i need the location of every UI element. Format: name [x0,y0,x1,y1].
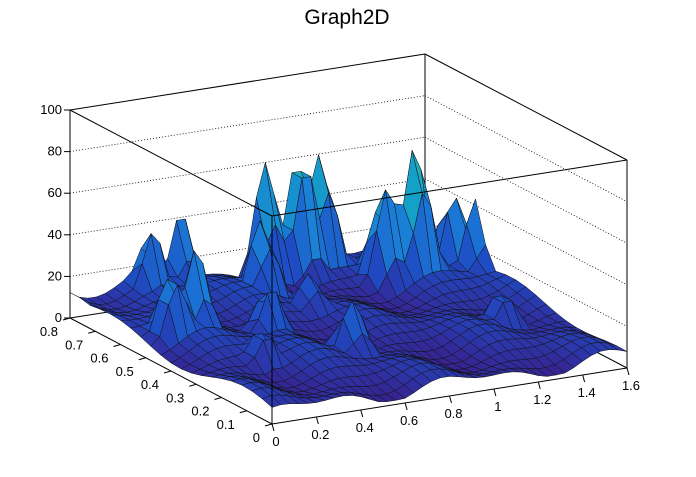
top-left-edge [69,109,273,217]
x-tick-label: 0.2 [311,427,329,442]
y-tick-label: 0.8 [40,324,58,339]
y-tick-label: 0 [253,430,260,445]
y-tick-label: 0.6 [90,351,108,366]
y-tick-label: 0.3 [166,390,184,405]
grid-line [69,136,426,194]
y-tick-mark [239,410,247,414]
y-tick-mark [264,423,273,427]
x-tick-mark [271,423,275,432]
z-tick-label: 100 [40,102,62,117]
grid-line [424,178,628,286]
x-tick-mark [493,388,497,397]
y-tick-mark [62,317,71,321]
x-tick-mark [626,367,630,376]
x-tick-label: 1.2 [533,392,551,407]
y-tick-label: 0.7 [65,337,83,352]
z-tick-label: 20 [48,268,62,283]
y-tick-mark [189,383,197,387]
x-tick-mark [582,374,586,383]
y-tick-mark [138,357,146,361]
grid-line [69,95,426,152]
top-right-edge [424,53,628,161]
grid-line [424,95,628,202]
x-tick-label: 1.4 [578,385,596,400]
axis-ticks: 0 20 40 60 80 100 0 0.2 0.4 0.6 0.8 1 1.2 1.4 1.6 0 0.1 0… [40,102,640,449]
top-front-edge [271,159,628,217]
y-tick-label: 0.1 [217,417,235,432]
axis-box-front [69,109,628,424]
grid-lines [69,95,628,327]
z-tick-label: 0 [55,310,62,325]
x-tick-label: 0.8 [444,406,462,421]
x-tick-mark [404,402,408,411]
x-tick-mark [360,409,364,418]
grid-line [424,220,628,327]
y-tick-mark [214,397,222,400]
grid-line [424,136,628,244]
x-tick-mark [315,416,319,425]
x-tick-label: 0.4 [356,420,374,435]
x-tick-label: 1.6 [622,378,640,393]
z-tick-label: 80 [48,144,62,159]
y-tick-mark [163,370,172,374]
surface-cell [607,342,628,352]
x-tick-mark [537,381,541,390]
y-tick-label: 0.4 [141,377,159,392]
y-tick-label: 0.5 [116,364,134,379]
z-tick-label: 60 [48,185,62,200]
x-tick-label: 1 [494,399,501,414]
chart-title: Graph2D [304,6,389,29]
y-tick-mark [88,330,96,334]
x-tick-mark [449,395,452,404]
top-back-edge [69,53,426,111]
y-tick-mark [113,344,121,347]
x-tick-label: 0.6 [400,413,418,428]
y-tick-label: 0.2 [191,404,209,419]
surface-mesh [69,149,628,408]
x-tick-label: 0 [272,434,279,449]
z-tick-label: 40 [48,227,62,242]
